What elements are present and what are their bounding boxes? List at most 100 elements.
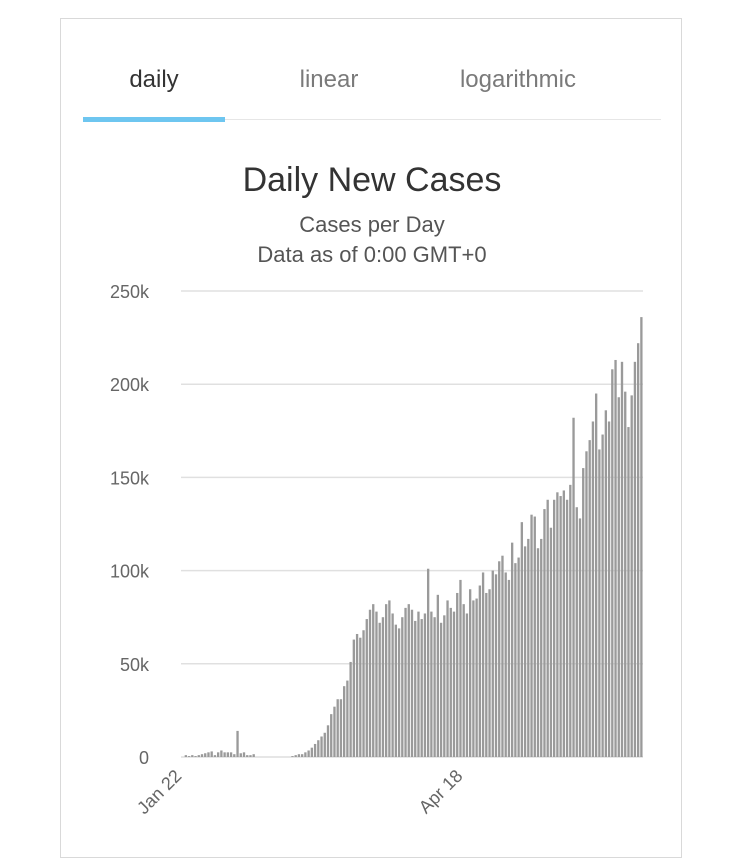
bar	[246, 755, 249, 757]
bar	[300, 754, 304, 757]
bar	[216, 752, 220, 757]
bar	[630, 395, 633, 757]
chart-tabs: daily linear logarithmic	[83, 61, 661, 122]
bar	[194, 756, 197, 757]
bar	[510, 542, 514, 757]
bar	[559, 496, 562, 757]
bar	[527, 538, 530, 757]
bar	[336, 699, 339, 757]
y-tick-label: 250k	[110, 282, 150, 302]
bar	[394, 624, 398, 757]
bar	[368, 609, 372, 757]
bar	[575, 507, 578, 757]
bar	[397, 628, 401, 757]
bar	[249, 755, 252, 757]
bar	[507, 579, 511, 757]
bar	[481, 572, 485, 757]
bar	[640, 317, 643, 757]
bar	[378, 622, 381, 757]
bar	[607, 421, 611, 757]
bar	[439, 622, 443, 757]
bar	[504, 572, 507, 757]
chart-data-date: Data as of 0:00 GMT+0	[257, 242, 487, 267]
bar	[310, 747, 314, 757]
y-tick-label: 200k	[110, 375, 150, 395]
bar	[414, 620, 417, 757]
tab-daily[interactable]: daily	[129, 66, 179, 93]
daily-cases-chart: 0 50k 100k 150k 200k 250k Jan 22 Apr 18	[110, 282, 643, 818]
bar	[317, 740, 320, 757]
bar	[384, 604, 388, 757]
active-tab-indicator	[83, 117, 225, 122]
bar	[401, 617, 404, 757]
bar	[346, 680, 349, 757]
bar	[229, 752, 233, 757]
bar	[213, 755, 217, 757]
bar	[569, 484, 572, 757]
bar	[197, 755, 200, 757]
bar	[226, 752, 230, 757]
bar	[372, 604, 375, 757]
bar	[591, 421, 595, 757]
bar	[220, 750, 223, 757]
bar	[204, 753, 207, 757]
chart-card: daily linear logarithmic Daily New Cases…	[60, 18, 682, 858]
bar	[449, 607, 452, 757]
bar	[514, 563, 517, 757]
bar	[485, 592, 488, 757]
tab-logarithmic[interactable]: logarithmic	[459, 66, 577, 93]
bar	[410, 609, 414, 757]
bar	[223, 752, 226, 757]
bar	[578, 518, 582, 757]
bar	[352, 639, 356, 757]
bar	[598, 449, 601, 757]
y-tick-label: 100k	[110, 562, 150, 582]
bar	[375, 611, 378, 757]
bar	[588, 440, 591, 757]
bar	[465, 613, 469, 757]
bar	[242, 752, 246, 757]
bar	[562, 490, 566, 757]
bar	[523, 546, 527, 757]
bar	[456, 592, 459, 757]
bar	[294, 755, 297, 757]
bar	[184, 755, 188, 757]
bar	[475, 598, 478, 757]
bar	[404, 607, 407, 757]
bar	[517, 557, 520, 757]
bar	[417, 611, 420, 757]
bar	[501, 555, 504, 757]
bar	[620, 361, 624, 757]
bar	[313, 743, 317, 757]
bar	[191, 755, 194, 757]
bar	[323, 732, 326, 757]
bar	[420, 619, 423, 757]
bar	[536, 548, 540, 757]
bar	[617, 397, 620, 757]
bar	[391, 613, 394, 757]
bar	[552, 499, 556, 757]
bar	[333, 706, 336, 757]
y-tick-label: 0	[139, 748, 149, 768]
bar	[320, 736, 323, 757]
bar	[430, 611, 433, 757]
bar	[433, 617, 436, 757]
bar	[585, 451, 588, 757]
y-tick-label: 50k	[120, 655, 150, 675]
bar	[498, 561, 501, 757]
y-tick-label: 150k	[110, 468, 150, 488]
bar	[594, 393, 598, 757]
bar	[614, 359, 617, 757]
tab-linear[interactable]: linear	[299, 66, 359, 93]
bar	[478, 585, 482, 757]
bar	[291, 756, 294, 757]
bar	[582, 468, 585, 757]
bar	[546, 499, 549, 757]
bar	[494, 574, 498, 757]
bar	[297, 754, 301, 757]
bar	[307, 750, 310, 757]
bar	[426, 568, 430, 757]
bar	[572, 417, 575, 757]
bar	[627, 427, 630, 757]
bar	[543, 509, 546, 757]
